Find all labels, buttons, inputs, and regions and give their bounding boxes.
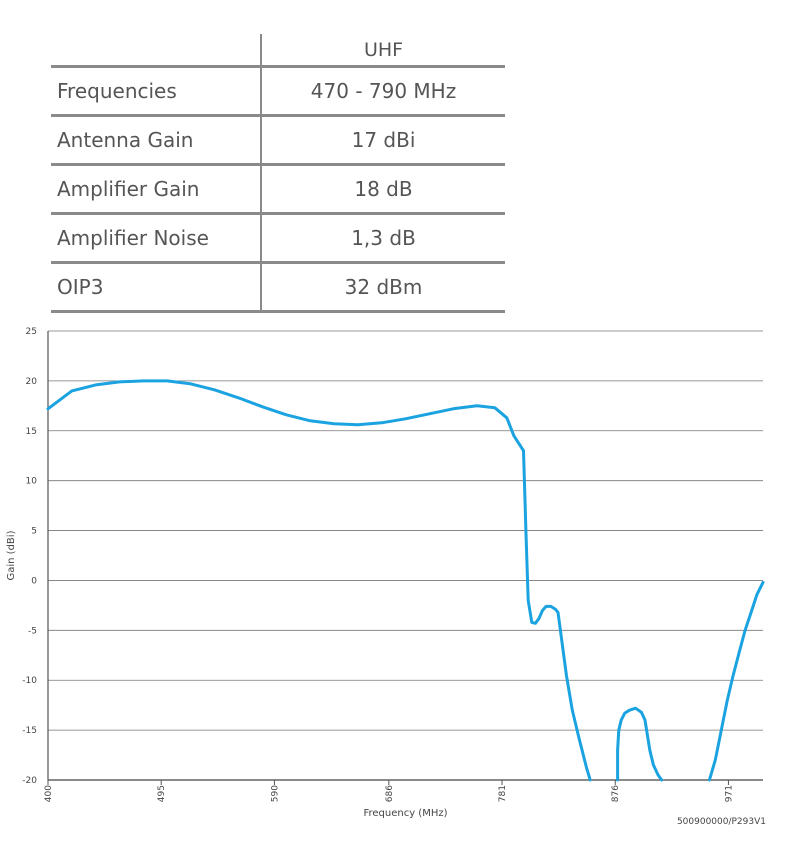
column-divider bbox=[260, 264, 262, 313]
column-divider bbox=[260, 34, 262, 68]
row-label: Frequencies bbox=[57, 79, 177, 103]
y-tick-label: 10 bbox=[26, 477, 38, 487]
row-value: 470 - 790 MHz bbox=[310, 79, 457, 103]
x-tick-label: 495 bbox=[157, 785, 167, 802]
x-tick-label: 686 bbox=[385, 785, 395, 802]
column-divider bbox=[260, 117, 262, 166]
column-divider bbox=[260, 68, 262, 117]
gain-series bbox=[46, 379, 765, 782]
x-tick-label: 876 bbox=[611, 785, 621, 802]
x-tick-label: 781 bbox=[498, 785, 508, 802]
y-tick-label: 20 bbox=[26, 377, 38, 387]
table-row: OIP3 32 dBm bbox=[51, 264, 505, 313]
table-row: Frequencies 470 - 790 MHz bbox=[51, 68, 505, 117]
column-divider bbox=[260, 215, 262, 264]
row-label: Antenna Gain bbox=[57, 128, 194, 152]
row-value: 32 dBm bbox=[344, 275, 423, 299]
table-row: Amplifier Noise 1,3 dB bbox=[51, 215, 505, 264]
gain-chart: 25 20 15 10 5 0 -5 -10 -15 -20 400 495 590 686 781 876… bbox=[6, 327, 765, 818]
row-label: Amplifier Noise bbox=[57, 226, 209, 250]
y-tick-label: -5 bbox=[28, 626, 37, 636]
y-tick-label: 15 bbox=[26, 427, 37, 437]
y-tick-label: -20 bbox=[22, 776, 37, 786]
x-tick-label: 590 bbox=[270, 785, 280, 802]
row-label: Amplifier Gain bbox=[57, 177, 200, 201]
table-header-uhf: UHF bbox=[363, 38, 404, 61]
x-tick-label: 971 bbox=[724, 785, 734, 802]
gain-line-segment bbox=[558, 628, 592, 782]
table-row: Amplifier Gain 18 dB bbox=[51, 166, 505, 215]
table-row: Antenna Gain 17 dBi bbox=[51, 117, 505, 166]
row-label: OIP3 bbox=[57, 275, 104, 299]
spec-table: UHF Frequencies 470 - 790 MHz Antenna Ga… bbox=[51, 34, 505, 313]
y-tick-label: 25 bbox=[26, 327, 37, 337]
y-tick-label: 0 bbox=[31, 576, 37, 586]
y-tick-label: -15 bbox=[22, 726, 37, 736]
row-value: 18 dB bbox=[354, 177, 413, 201]
y-tick-labels: 25 20 15 10 5 0 -5 -10 -15 -20 bbox=[22, 327, 37, 786]
y-tick-label: 5 bbox=[31, 527, 37, 537]
table-header-row: UHF bbox=[51, 34, 505, 68]
gain-line-segment bbox=[46, 379, 525, 453]
row-value: 17 dBi bbox=[351, 128, 416, 152]
y-tick-label: -10 bbox=[22, 676, 37, 686]
x-tick-label: 400 bbox=[44, 785, 54, 802]
grid-lines bbox=[47, 330, 763, 785]
column-divider bbox=[260, 166, 262, 215]
gain-line-segment bbox=[522, 449, 562, 632]
x-tick-labels: 400 495 590 686 781 876 971 bbox=[44, 785, 734, 802]
gain-line-segment bbox=[707, 580, 765, 782]
y-axis-label: Gain (dBi) bbox=[6, 530, 17, 580]
gain-line-segment bbox=[616, 706, 664, 782]
row-value: 1,3 dB bbox=[351, 226, 416, 250]
reference-code: 500900000/P293V1 bbox=[676, 817, 766, 827]
x-axis-label: Frequency (MHz) bbox=[363, 808, 447, 818]
